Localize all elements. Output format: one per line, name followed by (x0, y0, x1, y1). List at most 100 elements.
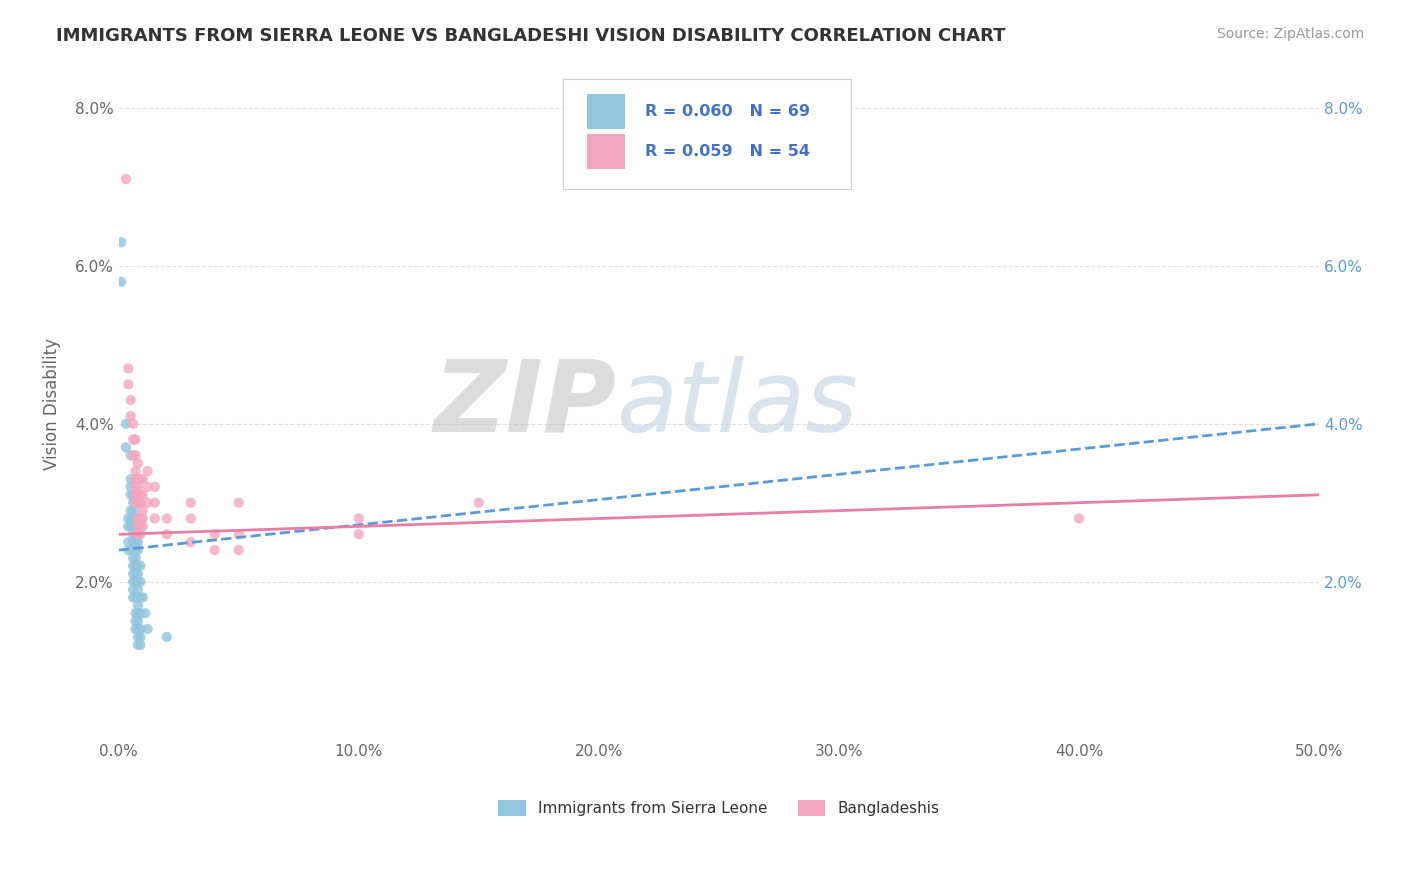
Point (127, 558, 149, 573)
Text: atlas: atlas (617, 356, 859, 452)
Point (124, 614, 146, 628)
Point (122, 417, 145, 431)
Point (134, 606, 156, 620)
Point (110, 275, 132, 289)
Point (124, 472, 146, 486)
Point (136, 480, 159, 494)
Point (127, 543, 149, 558)
Point (122, 433, 145, 447)
Point (129, 488, 152, 502)
Point (1067, 511, 1090, 525)
Point (120, 519, 142, 533)
Point (122, 527, 145, 541)
Point (122, 582, 145, 597)
Point (124, 527, 146, 541)
Point (132, 591, 155, 605)
Point (347, 527, 370, 541)
Point (124, 535, 146, 549)
Point (127, 591, 149, 605)
Point (127, 456, 149, 470)
Point (156, 630, 179, 644)
Point (129, 511, 152, 525)
Point (120, 472, 142, 486)
Point (127, 527, 149, 541)
Point (136, 622, 159, 636)
FancyBboxPatch shape (586, 94, 626, 129)
Point (228, 496, 250, 510)
Point (124, 558, 146, 573)
Point (110, 235, 132, 250)
Text: IMMIGRANTS FROM SIERRA LEONE VS BANGLADESHI VISION DISABILITY CORRELATION CHART: IMMIGRANTS FROM SIERRA LEONE VS BANGLADE… (56, 27, 1005, 45)
Point (127, 519, 149, 533)
Point (115, 417, 138, 431)
Point (120, 409, 142, 423)
Point (127, 630, 149, 644)
Text: R = 0.060   N = 69: R = 0.060 N = 69 (644, 104, 810, 119)
Point (122, 551, 145, 566)
Point (122, 591, 145, 605)
FancyBboxPatch shape (586, 135, 626, 169)
Point (115, 441, 138, 455)
Point (129, 472, 152, 486)
Point (127, 614, 149, 628)
Point (129, 519, 152, 533)
Point (228, 543, 250, 558)
Point (129, 496, 152, 510)
Point (117, 543, 139, 558)
Point (347, 511, 370, 525)
Point (122, 566, 145, 581)
Point (143, 511, 166, 525)
Point (228, 527, 250, 541)
Point (127, 574, 149, 589)
Point (124, 496, 146, 510)
Point (156, 511, 179, 525)
Point (124, 551, 146, 566)
Point (132, 472, 155, 486)
Point (132, 488, 155, 502)
Point (143, 480, 166, 494)
Point (132, 519, 155, 533)
Point (129, 574, 152, 589)
Point (120, 511, 142, 525)
Point (127, 582, 149, 597)
Point (117, 511, 139, 525)
Point (124, 480, 146, 494)
Point (124, 511, 146, 525)
FancyBboxPatch shape (562, 78, 851, 189)
Point (129, 558, 152, 573)
Point (122, 488, 145, 502)
Point (124, 622, 146, 636)
Point (117, 377, 139, 392)
Point (129, 606, 152, 620)
Point (127, 599, 149, 613)
Point (120, 480, 142, 494)
Point (120, 393, 142, 408)
Point (129, 527, 152, 541)
Point (122, 535, 145, 549)
Point (180, 511, 202, 525)
Legend: Immigrants from Sierra Leone, Bangladeshis: Immigrants from Sierra Leone, Bangladesh… (492, 794, 946, 822)
Point (117, 519, 139, 533)
Point (124, 433, 146, 447)
Point (122, 558, 145, 573)
Point (124, 448, 146, 462)
Point (132, 503, 155, 517)
Point (122, 448, 145, 462)
Point (124, 519, 146, 533)
Point (122, 574, 145, 589)
Point (204, 543, 226, 558)
Point (127, 606, 149, 620)
Point (129, 630, 152, 644)
Point (127, 496, 149, 510)
Point (120, 503, 142, 517)
Point (124, 464, 146, 478)
Point (115, 172, 138, 186)
Point (132, 511, 155, 525)
Point (180, 535, 202, 549)
Text: Source: ZipAtlas.com: Source: ZipAtlas.com (1216, 27, 1364, 41)
Point (122, 511, 145, 525)
Point (129, 622, 152, 636)
Point (136, 464, 159, 478)
Point (117, 535, 139, 549)
Point (127, 566, 149, 581)
